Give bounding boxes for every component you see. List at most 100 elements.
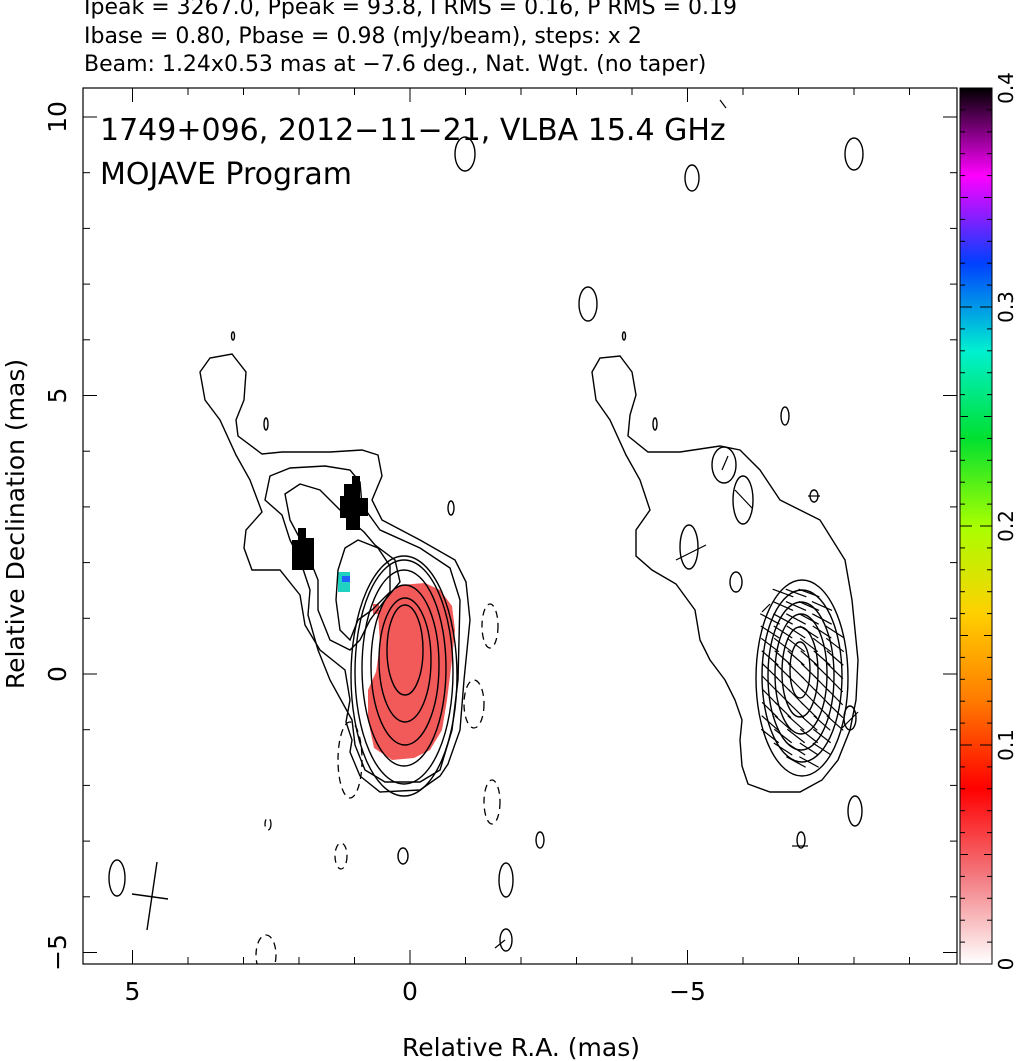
core-contour xyxy=(755,579,849,777)
evpa-tick xyxy=(785,600,807,612)
evpa-tick xyxy=(798,588,820,598)
colorbar-tick-label: 0.4 xyxy=(994,72,1018,104)
evpa-tick xyxy=(774,650,792,666)
evpa-tick xyxy=(786,756,806,768)
pol-contour xyxy=(844,137,864,171)
evpa-ticks xyxy=(760,588,845,768)
core-contour xyxy=(789,641,811,699)
colorbar-tick-label: 0 xyxy=(994,958,1018,971)
noise-contour xyxy=(498,862,514,898)
black-fractional-patch-1 xyxy=(340,476,368,530)
evpa-tick xyxy=(773,625,793,639)
evpa-tick xyxy=(760,613,780,625)
pol-contour xyxy=(843,705,857,731)
evpa-tick xyxy=(813,662,831,680)
evpa-tick xyxy=(787,650,805,666)
polarization-panel xyxy=(494,99,864,949)
core-contour xyxy=(774,613,828,735)
y-tick-label: 0 xyxy=(43,666,72,682)
negative-contour xyxy=(483,779,501,825)
evpa-tick xyxy=(813,650,831,666)
evpa-tick xyxy=(774,701,792,719)
negative-contour xyxy=(463,679,485,729)
colorbar-tick-label: 0.1 xyxy=(994,729,1018,761)
program-annotation: MOJAVE Program xyxy=(100,157,352,192)
negative-contour xyxy=(337,721,363,799)
pol-contour xyxy=(578,286,598,322)
negative-contour xyxy=(334,842,348,870)
evpa-tick xyxy=(761,662,779,680)
pol-contour xyxy=(847,795,863,827)
evpa-tick xyxy=(799,742,819,756)
evpa-tick xyxy=(772,588,794,598)
evpa-tick xyxy=(774,715,792,731)
y-tick-label: 10 xyxy=(43,101,72,133)
evpa-tick xyxy=(800,650,818,666)
evpa-tick xyxy=(786,613,806,625)
outer-contour xyxy=(591,355,859,793)
evpa-tick xyxy=(826,662,844,680)
evpa-tick xyxy=(761,715,779,731)
outer-contour xyxy=(199,353,471,793)
negative-contour xyxy=(481,603,499,649)
pol-contour xyxy=(732,475,754,525)
colorbar-ticks xyxy=(960,87,992,965)
evpa-tick xyxy=(826,675,844,693)
evpa-tick xyxy=(773,637,793,653)
noise-contour xyxy=(535,831,545,849)
evpa-tick xyxy=(813,715,831,731)
x-tick-label: 0 xyxy=(402,977,418,1006)
pol-contour xyxy=(729,571,743,593)
negative-contour xyxy=(264,817,272,831)
x-axis-label: Relative R.A. (mas) xyxy=(402,1033,640,1061)
evpa-tick xyxy=(773,742,793,756)
evpa-tick xyxy=(813,701,831,719)
blue-fractional-patch xyxy=(342,576,350,582)
y-tick-label: 5 xyxy=(43,388,72,404)
evpa-tick xyxy=(774,662,792,680)
evpa-tick xyxy=(811,600,833,612)
evpa-tick xyxy=(826,688,844,706)
evpa-tick xyxy=(799,728,819,744)
black-fractional-patch-2 xyxy=(292,528,314,570)
evpa-tick xyxy=(826,715,844,731)
evpa-tick xyxy=(760,625,780,639)
evpa-tick xyxy=(800,715,818,731)
evpa-tick xyxy=(760,637,780,653)
evpa-tick xyxy=(800,662,818,680)
evpa-tick xyxy=(787,715,805,731)
evpa-tick xyxy=(825,637,845,653)
noise-contour xyxy=(263,417,269,431)
colorbar-tick-label: 0.3 xyxy=(994,291,1018,323)
evpa-tick xyxy=(799,756,819,768)
noise-contour xyxy=(447,500,455,516)
plot-frame xyxy=(82,87,958,965)
evpa-tick xyxy=(812,728,832,744)
evpa-tick xyxy=(774,675,792,693)
evpa-tick xyxy=(786,625,806,639)
pol-contour xyxy=(684,164,700,192)
evpa-tick xyxy=(774,688,792,706)
evpa-tick xyxy=(825,625,845,639)
pol-contour xyxy=(679,524,699,570)
evpa-tick xyxy=(786,637,806,653)
core-contour xyxy=(354,559,454,785)
evpa-tick xyxy=(826,650,844,666)
x-tick-label: −5 xyxy=(669,977,706,1006)
evpa-tick xyxy=(772,600,794,612)
core-contour xyxy=(378,597,432,723)
evpa-tick xyxy=(813,675,831,693)
colorbar-tick-label: 0.2 xyxy=(994,510,1018,542)
evpa-tick xyxy=(786,742,806,756)
noise-contour xyxy=(454,136,476,172)
intensity-contours xyxy=(108,136,545,952)
pol-contour xyxy=(711,446,737,484)
evpa-tick xyxy=(800,675,818,693)
colorbar-tick-labels: 0 0.1 0.2 0.3 0.4 xyxy=(994,72,1018,970)
core-contour xyxy=(361,569,447,767)
core-contour xyxy=(781,626,819,718)
header-line-stats: Ipeak = 3267.0, Ppeak = 93.8, I RMS = 0.… xyxy=(84,0,737,20)
evpa-tick xyxy=(787,688,805,706)
pol-contour xyxy=(796,831,806,849)
